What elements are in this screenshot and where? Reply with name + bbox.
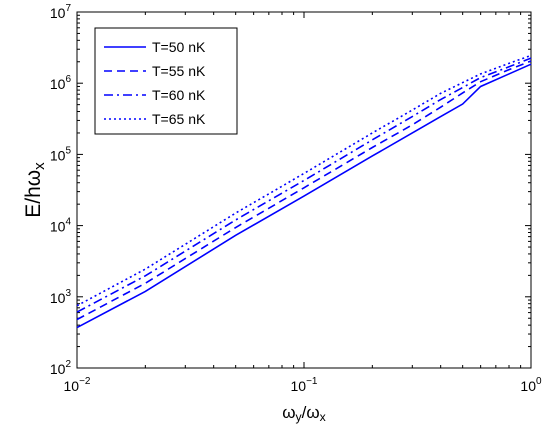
axis-ticks bbox=[76, 11, 532, 369]
y-tick-label: 103 bbox=[50, 288, 72, 306]
x-tick-labels: 10−2 10−1 100 bbox=[64, 376, 543, 394]
x-tick-label: 10−1 bbox=[291, 376, 318, 394]
legend-label: T=60 nK bbox=[152, 87, 206, 103]
y-tick-label: 105 bbox=[50, 145, 72, 163]
x-tick-label: 100 bbox=[520, 376, 542, 394]
legend: T=50 nK T=55 nK T=60 nK T=65 nK bbox=[94, 27, 238, 135]
y-tick-label: 107 bbox=[50, 3, 72, 21]
y-tick-labels: 102 103 104 105 106 107 bbox=[50, 3, 72, 377]
y-axis-title: E/hωx bbox=[22, 162, 48, 218]
y-tick-label: 102 bbox=[50, 359, 72, 377]
series-line bbox=[76, 63, 532, 329]
y-axis-label: E/hωx bbox=[22, 162, 48, 218]
x-axis-label: ωy/ωx bbox=[282, 403, 326, 424]
x-tick-label: 10−2 bbox=[64, 376, 91, 394]
legend-box bbox=[94, 27, 238, 135]
y-tick-label: 106 bbox=[50, 74, 72, 92]
x-axis-title: ωy/ωx bbox=[282, 403, 326, 424]
series-lines bbox=[76, 54, 532, 329]
y-tick-label: 104 bbox=[50, 217, 72, 235]
legend-label: T=55 nK bbox=[152, 63, 206, 79]
legend-label: T=65 nK bbox=[152, 111, 206, 127]
series-line bbox=[76, 57, 532, 313]
series-line bbox=[76, 54, 532, 307]
legend-label: T=50 nK bbox=[152, 39, 206, 55]
series-line bbox=[76, 60, 532, 321]
